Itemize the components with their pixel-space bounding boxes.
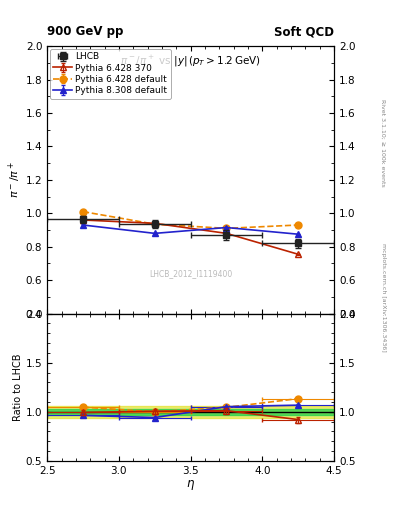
Text: 900 GeV pp: 900 GeV pp bbox=[47, 26, 123, 38]
Text: Rivet 3.1.10; ≥ 100k events: Rivet 3.1.10; ≥ 100k events bbox=[381, 99, 386, 187]
Bar bbox=[47, 406, 334, 418]
Text: LHCB_2012_I1119400: LHCB_2012_I1119400 bbox=[149, 269, 232, 278]
Legend: LHCB, Pythia 6.428 370, Pythia 6.428 default, Pythia 8.308 default: LHCB, Pythia 6.428 370, Pythia 6.428 def… bbox=[50, 49, 171, 99]
X-axis label: $\eta$: $\eta$ bbox=[186, 478, 195, 493]
Text: $\pi^-/\pi^+$ vs $|y|\,(p_T > 1.2\,\mathrm{GeV})$: $\pi^-/\pi^+$ vs $|y|\,(p_T > 1.2\,\math… bbox=[120, 54, 261, 69]
Text: Soft QCD: Soft QCD bbox=[274, 26, 334, 38]
Bar bbox=[47, 409, 334, 415]
Y-axis label: Ratio to LHCB: Ratio to LHCB bbox=[13, 353, 23, 421]
Y-axis label: $\pi^-/\pi^+$: $\pi^-/\pi^+$ bbox=[7, 161, 23, 199]
Text: mcplots.cern.ch [arXiv:1306.3436]: mcplots.cern.ch [arXiv:1306.3436] bbox=[381, 243, 386, 351]
